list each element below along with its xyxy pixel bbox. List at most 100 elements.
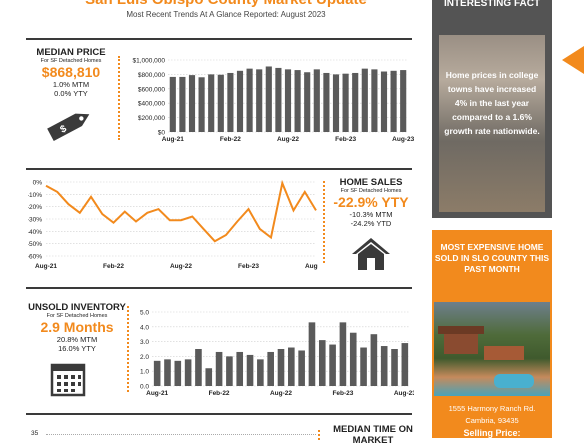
bar-Feb-23 xyxy=(342,73,349,132)
bar-Jan-23 xyxy=(329,344,336,386)
bar-Aug-23 xyxy=(400,70,407,132)
bar-Dec-21 xyxy=(208,74,215,132)
bar-Jan-22 xyxy=(217,74,224,132)
divider xyxy=(26,168,412,170)
bar-Feb-22 xyxy=(227,72,234,132)
most-expensive-title: MOST EXPENSIVE HOME SOLD IN SLO COUNTY T… xyxy=(434,242,550,274)
x-tick-label: Aug-22 xyxy=(270,390,292,397)
bar-Jan-22 xyxy=(205,368,213,386)
y-tick-label: -20% xyxy=(28,204,42,211)
y-tick-label: 1.0 xyxy=(140,369,149,376)
page-title: San Luis Obispo County Market Update xyxy=(40,0,412,8)
selling-price-label: Selling Price: xyxy=(463,428,521,438)
interesting-fact-text: Home prices in college towns have increa… xyxy=(444,70,540,136)
y-tick-label: $600,000 xyxy=(138,86,165,93)
bar-Apr-22 xyxy=(236,351,244,386)
bar-Jan-23 xyxy=(332,74,340,132)
bar-May-22 xyxy=(246,354,254,386)
home-sales-subtitle: For SF Detached Homes xyxy=(340,188,402,194)
unsold-inventory-yty: 16.0% YTY xyxy=(58,344,96,353)
bar-Jun-22 xyxy=(265,66,272,132)
bar-Nov-21 xyxy=(184,359,192,386)
median-price-yty: 0.0% YTY xyxy=(54,89,88,98)
svg-text:$: $ xyxy=(58,123,68,136)
bar-Apr-23 xyxy=(360,347,367,386)
unsold-inventory-chart: 0.0 1.0 2.0 3.0 4.0 5.0 Aug-21 Feb-22 Aug-22 Feb… xyxy=(140,310,414,398)
unsold-inventory-value: 2.9 Months xyxy=(40,319,114,335)
bar-Jul-23 xyxy=(391,349,398,386)
interesting-fact-title: INTERESTING FACT xyxy=(443,0,541,9)
bar-Aug-22 xyxy=(277,349,285,386)
x-tick-label: Aug-21 xyxy=(162,136,184,143)
median-price-chart: $0 $200,000 $400,000 $600,000 $800,000 $1,000… xyxy=(132,58,414,144)
bar-Dec-22 xyxy=(323,72,330,132)
address-line-2: Cambria, 93435 xyxy=(465,416,519,425)
bar-Mar-23 xyxy=(349,332,357,386)
x-tick-label: Feb-23 xyxy=(238,263,259,270)
x-tick-label: Aug-21 xyxy=(35,263,57,270)
bar-May-22 xyxy=(256,69,263,132)
y-tick-label: -50% xyxy=(28,241,42,248)
median-time-title: MEDIAN TIME ON MARKET xyxy=(333,424,413,446)
bar-Oct-21 xyxy=(174,360,182,386)
bar-Sep-22 xyxy=(294,70,301,132)
x-tick-label: Aug-23 xyxy=(394,390,414,397)
y-tick-label: $0 xyxy=(158,130,166,137)
bar-Oct-22 xyxy=(298,350,305,386)
y-tick-label: 0% xyxy=(33,180,43,187)
y-tick-label: 4.0 xyxy=(140,324,149,331)
bar-Mar-22 xyxy=(236,70,244,132)
page-subtitle: Most Recent Trends At A Glance Reported:… xyxy=(126,10,326,19)
bar-Jun-22 xyxy=(257,359,264,386)
bar-Jul-23 xyxy=(390,70,397,132)
y-tick-label: 2.0 xyxy=(140,354,149,361)
bar-Aug-21 xyxy=(169,76,176,132)
x-tick-label: Aug-23 xyxy=(392,136,414,143)
house-icon xyxy=(352,238,390,270)
bar-Feb-23 xyxy=(339,322,347,386)
median-price-panel: MEDIAN PRICE For SF Detached Homes $868,… xyxy=(28,47,114,98)
median-price-mtm: 1.0% MTM xyxy=(52,80,90,89)
median-time-axis-top: 35 xyxy=(31,430,39,437)
median-price-value: $868,810 xyxy=(41,64,101,80)
median-price-title: MEDIAN PRICE xyxy=(36,47,106,58)
y-tick-label: $1,000,000 xyxy=(132,58,165,65)
dotted-separator xyxy=(323,181,325,263)
y-tick-label: -30% xyxy=(28,217,42,224)
x-tick-label: Feb-22 xyxy=(209,390,230,397)
x-tick-label: Feb-23 xyxy=(332,390,353,397)
x-tick-label: Feb-23 xyxy=(335,136,356,143)
home-sales-value: -22.9% YTY xyxy=(333,194,409,210)
unsold-inventory-title: UNSOLD INVENTORY xyxy=(28,302,126,313)
home-sales-chart: 0% -10% -20% -30% -40% -50% -60% Aug-21 Feb-22 A… xyxy=(28,179,318,271)
y-tick-label: $400,000 xyxy=(138,101,165,108)
bar-Nov-21 xyxy=(198,77,205,132)
bar-Feb-22 xyxy=(215,351,223,386)
divider xyxy=(26,413,412,415)
x-tick-label: Aug-22 xyxy=(170,263,192,270)
bar-Sep-21 xyxy=(179,76,186,132)
price-tag-icon: $ xyxy=(47,113,90,142)
bar-Oct-22 xyxy=(304,72,311,132)
unsold-inventory-mtm: 20.8% MTM xyxy=(56,335,98,344)
home-sales-ytd: -24.2% YTD xyxy=(350,219,392,228)
bar-Aug-21 xyxy=(153,360,161,386)
y-tick-label: -40% xyxy=(28,229,42,236)
most-expensive-address: 1555 Harmony Ranch Rd. Cambria, 93435 xyxy=(432,403,552,427)
gridline xyxy=(46,434,316,435)
x-tick-label: Aug-21 xyxy=(146,390,168,397)
y-tick-label: -60% xyxy=(28,254,42,261)
bar-May-23 xyxy=(370,334,378,386)
dotted-separator xyxy=(127,306,129,392)
x-tick-label: Feb-22 xyxy=(220,136,241,143)
calendar-icon xyxy=(50,363,86,397)
address-line-1: 1555 Harmony Ranch Rd. xyxy=(448,404,536,413)
dotted-separator xyxy=(318,430,320,440)
bar-Jul-22 xyxy=(267,351,274,386)
y-tick-label: 5.0 xyxy=(140,310,149,317)
bar-Aug-23 xyxy=(401,343,409,386)
dotted-separator xyxy=(118,56,120,140)
bar-Mar-23 xyxy=(352,72,359,132)
home-sales-line xyxy=(45,179,317,243)
unsold-inventory-panel: UNSOLD INVENTORY For SF Detached Homes 2… xyxy=(28,302,126,353)
